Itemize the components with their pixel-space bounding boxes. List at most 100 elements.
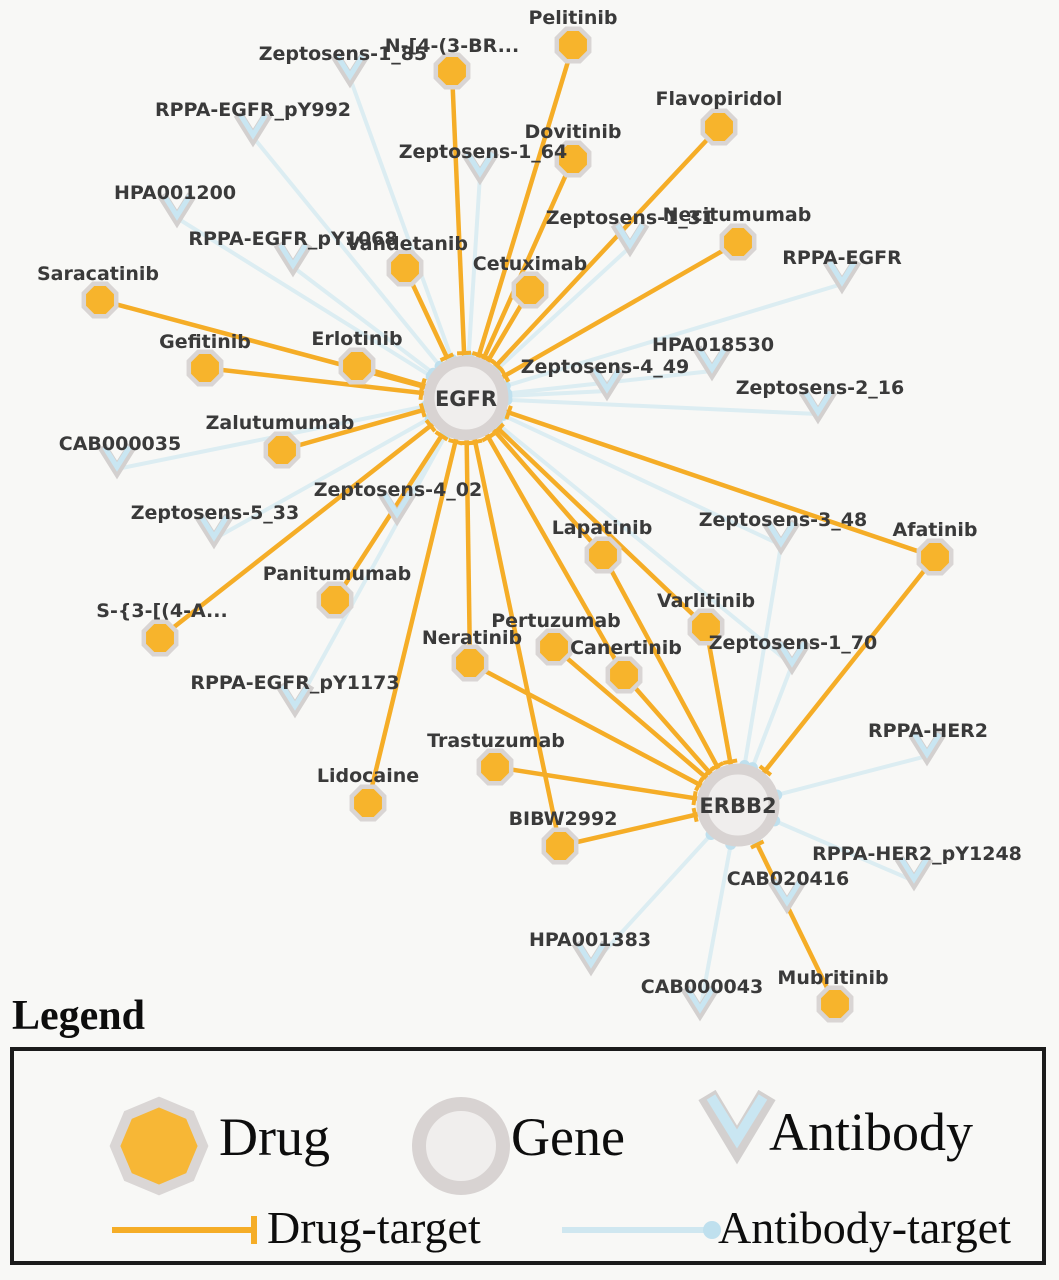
drug-node-n-4-3-br[interactable]: [433, 52, 471, 90]
antibody-node-zeptosens-1-64[interactable]: [460, 149, 500, 186]
legend-box: Drug Gene Antibody Drug-target Antibody-…: [10, 1047, 1046, 1265]
drug-node-necitumumab[interactable]: [719, 223, 757, 261]
drug-label-pertuzumab: Pertuzumab: [491, 610, 621, 632]
antibody-node-cab020416[interactable]: [767, 878, 807, 915]
antibody-node-rppa-egfr-py1068[interactable]: [273, 241, 313, 278]
antibody-label-cab020416: CAB020416: [727, 868, 849, 890]
antibody-label-zeptosens-5-33: Zeptosens-5_33: [131, 502, 299, 524]
drug-label-s-3-4-a: S-{3-[(4-A...: [96, 600, 227, 622]
drug-node-gefitinib[interactable]: [186, 349, 224, 387]
drug-label-pelitinib: Pelitinib: [528, 7, 617, 29]
drug-label-erlotinib: Erlotinib: [311, 328, 402, 350]
edge-drug-afatinib-erbb2: [736, 555, 937, 807]
antibody-node-zeptosens-5-33[interactable]: [194, 513, 234, 550]
drug-node-erlotinib[interactable]: [338, 347, 376, 385]
chevron-icon-fill: [465, 151, 495, 178]
drug-node-varlitinib[interactable]: [687, 608, 725, 646]
drug-node-saracatinib[interactable]: [81, 281, 119, 319]
antibody-node-rppa-egfr-py1173[interactable]: [275, 682, 315, 719]
edge-endpoint-tee: [418, 402, 427, 418]
drug-label-zalutumumab: Zalutumumab: [206, 412, 355, 434]
edge-antibody-hpa001200-egfr: [175, 216, 468, 400]
antibody-node-zeptosens-3-48[interactable]: [761, 519, 801, 556]
chevron-icon-fill: [576, 942, 606, 969]
antibody-node-hpa001200[interactable]: [157, 192, 197, 229]
antibody-label-zeptosens-1-31: Zeptosens-1_31: [546, 207, 714, 229]
edge-endpoint-tee: [434, 430, 449, 442]
edge-antibody-zeptosens-2-16-egfr: [465, 396, 819, 416]
edge-drug-necitumumab-egfr: [464, 240, 740, 400]
antibody-node-cab000035[interactable]: [97, 443, 137, 480]
antibody-label-zeptosens-1-70: Zeptosens-1_70: [709, 632, 877, 654]
drug-node-mubritinib[interactable]: [816, 985, 854, 1023]
antibody-node-zeptosens-1-70[interactable]: [772, 639, 812, 676]
chevron-icon-fill: [912, 732, 942, 759]
edge-endpoint-tee: [456, 350, 472, 356]
chevron-icon-fill: [615, 223, 645, 250]
drug-label-mubritinib: Mubritinib: [777, 967, 888, 989]
antibody-node-rppa-her2[interactable]: [907, 730, 947, 767]
antibody-label-zeptosens-1-64: Zeptosens-1_64: [399, 141, 567, 163]
edge-drug-neratinib-erbb2: [468, 661, 740, 807]
drug-node-canertinib[interactable]: [605, 656, 643, 694]
drug-node-zalutumumab[interactable]: [263, 431, 301, 469]
drug-node-s-3-4-a[interactable]: [141, 619, 179, 657]
antibody-label-zeptosens-1-85: Zeptosens-1_85: [259, 43, 427, 65]
edge-endpoint-tee: [492, 422, 505, 436]
antibody-node-zeptosens-4-49[interactable]: [587, 365, 627, 402]
antibody-node-rppa-egfr-py992[interactable]: [233, 111, 273, 148]
legend-antibody-label: Antibody: [769, 1102, 974, 1162]
antibody-node-hpa001383[interactable]: [571, 940, 611, 977]
drug-node-dovitinib[interactable]: [554, 140, 592, 178]
antibody-node-rppa-her2-py1248[interactable]: [894, 855, 934, 892]
antibody-node-zeptosens-1-31[interactable]: [610, 221, 650, 258]
drug-node-trastuzumab[interactable]: [476, 748, 514, 786]
antibody-label-rppa-egfr-py1068: RPPA-EGFR_pY1068: [188, 228, 397, 250]
edge-antibody-rppa-egfr-py1173-egfr: [293, 397, 468, 709]
antibody-node-zeptosens-1-85[interactable]: [330, 52, 370, 89]
edge-endpoint-tee: [691, 790, 698, 806]
antibody-node-rppa-egfr[interactable]: [822, 258, 862, 295]
antibody-label-rppa-egfr-py1173: RPPA-EGFR_pY1173: [190, 672, 399, 694]
drug-node-lidocaine[interactable]: [349, 784, 387, 822]
edge-endpoint-tee: [481, 353, 496, 365]
legend-antibody-target-icon: [562, 1221, 721, 1239]
drug-node-neratinib[interactable]: [451, 644, 489, 682]
edge-endpoint-tee: [418, 378, 427, 393]
edge-drug-afatinib-egfr: [465, 395, 936, 560]
antibody-node-cab000043[interactable]: [680, 985, 720, 1022]
drug-label-bibw2992: BIBW2992: [509, 808, 618, 830]
drug-node-panitumumab[interactable]: [316, 581, 354, 619]
edge-endpoint-tee: [424, 419, 437, 433]
drug-label-necitumumab: Necitumumab: [663, 204, 812, 226]
chevron-icon-fill: [899, 857, 929, 884]
drug-node-pertuzumab[interactable]: [535, 628, 573, 666]
legend-drug-label: Drug: [219, 1107, 330, 1167]
legend-antibody-icon: [698, 1089, 776, 1165]
drug-label-afatinib: Afatinib: [892, 519, 977, 541]
drug-node-flavopiridol[interactable]: [700, 108, 738, 146]
drug-node-cetuximab[interactable]: [511, 271, 549, 309]
legend-drug-target-icon: [112, 1216, 257, 1244]
gene-node-egfr[interactable]: [423, 355, 509, 441]
drug-node-vandetanib[interactable]: [386, 249, 424, 287]
drug-label-panitumumab: Panitumumab: [263, 563, 411, 585]
drug-label-gefitinib: Gefitinib: [159, 331, 251, 353]
drug-node-lapatinib[interactable]: [584, 536, 622, 574]
edge-endpoint-tee: [481, 431, 496, 443]
antibody-node-zeptosens-4-02[interactable]: [377, 490, 417, 527]
drug-label-n-4-3-br: N-[4-(3-BR...: [385, 35, 519, 57]
antibody-node-zeptosens-2-16[interactable]: [798, 388, 838, 425]
edge-antibody-zeptosens-1-85-egfr: [348, 77, 468, 399]
edge-drug-canertinib-egfr: [464, 396, 626, 677]
gene-node-erbb2[interactable]: [696, 763, 780, 847]
chevron-icon-fill: [592, 367, 622, 394]
drug-label-saracatinib: Saracatinib: [37, 263, 159, 285]
legend-gene-label: Gene: [511, 1107, 625, 1167]
drug-node-pelitinib[interactable]: [554, 26, 592, 64]
drug-node-afatinib[interactable]: [916, 538, 954, 576]
chevron-icon-fill: [102, 445, 132, 472]
drug-node-bibw2992[interactable]: [541, 827, 579, 865]
antibody-node-hpa018530[interactable]: [692, 345, 732, 382]
antibody-label-zeptosens-2-16: Zeptosens-2_16: [736, 377, 904, 399]
